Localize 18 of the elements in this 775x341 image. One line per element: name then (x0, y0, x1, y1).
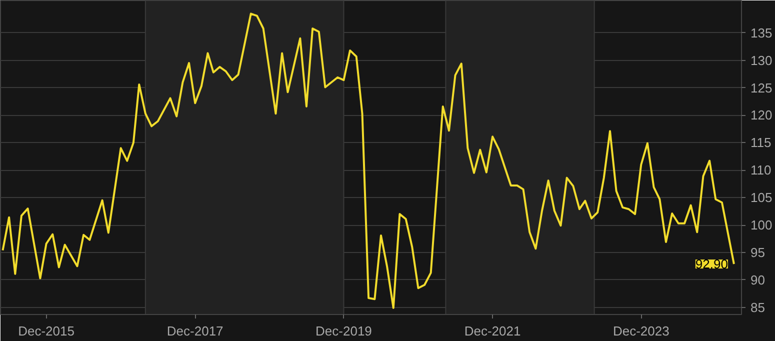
y-tick-label: 90 (750, 272, 765, 288)
y-tick-label: 115 (750, 135, 772, 150)
x-tick-label: Dec-2021 (464, 324, 521, 338)
y-tick-label: 110 (750, 162, 772, 178)
x-tick-label: Dec-2023 (612, 324, 670, 338)
line-series (2, 12, 735, 309)
y-tick-label: 130 (750, 52, 772, 68)
y-tick-label: 125 (750, 80, 772, 96)
annotation: 92.90 (695, 256, 728, 272)
y-tick-label: 95 (750, 244, 765, 260)
x-tick-label: Dec-2015 (18, 324, 74, 338)
y-tick-label: 120 (750, 108, 772, 123)
y-tick-label: 85 (750, 300, 765, 315)
y-tick-label: 105 (750, 190, 772, 206)
x-tick-label: Dec-2019 (316, 324, 372, 338)
y-tick-label: 135 (750, 25, 772, 40)
y-tick-label: 100 (750, 218, 772, 233)
x-tick-label: Dec-2017 (166, 324, 224, 338)
